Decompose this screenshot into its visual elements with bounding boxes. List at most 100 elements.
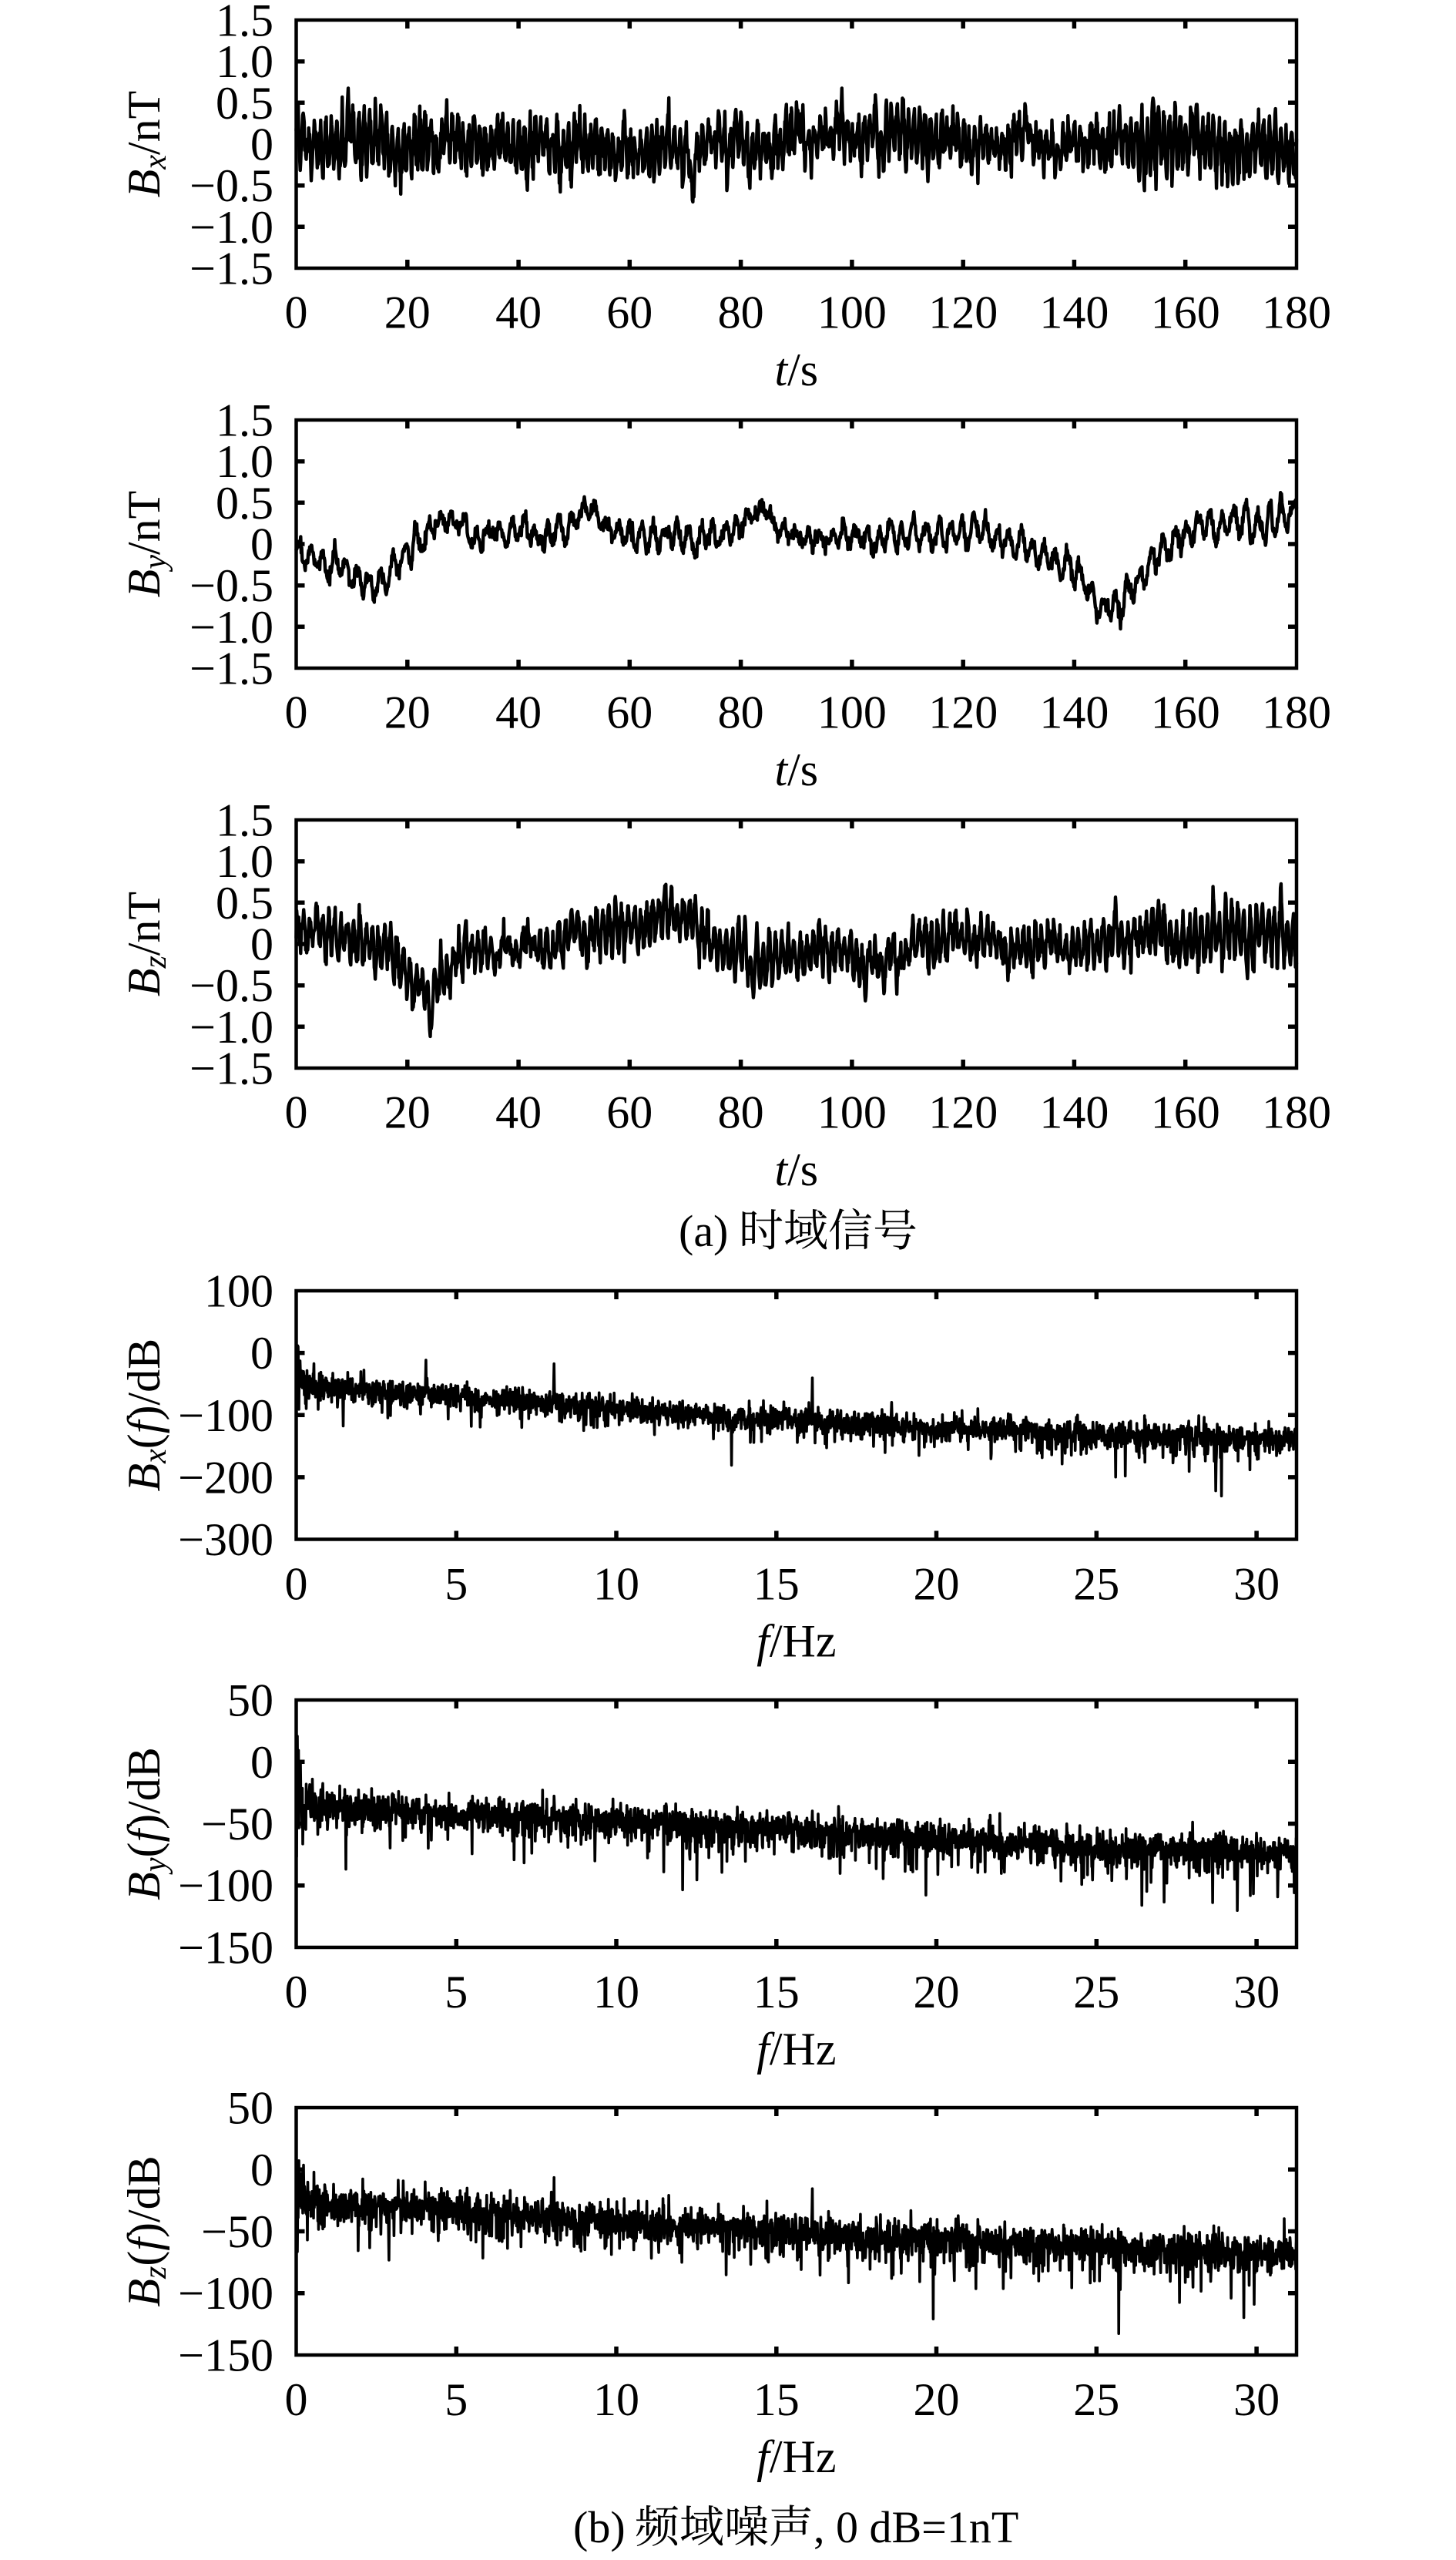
svg-text:−300: −300 xyxy=(178,1514,273,1565)
svg-text:80: 80 xyxy=(718,287,764,338)
svg-text:Bx/nT: Bx/nT xyxy=(119,91,173,198)
svg-text:−50: −50 xyxy=(201,2206,273,2257)
svg-text:10: 10 xyxy=(593,1967,639,2017)
svg-text:Bx(f)/dB: Bx(f)/dB xyxy=(119,1339,173,1492)
svg-text:0: 0 xyxy=(285,687,308,738)
svg-text:0: 0 xyxy=(250,119,273,170)
svg-text:−0.5: −0.5 xyxy=(190,560,273,611)
svg-text:Bz(f)/dB: Bz(f)/dB xyxy=(119,2155,173,2306)
svg-text:25: 25 xyxy=(1073,1559,1119,1610)
svg-text:−200: −200 xyxy=(178,1452,273,1503)
svg-text:f/Hz: f/Hz xyxy=(757,2431,836,2482)
svg-text:180: 180 xyxy=(1262,287,1331,338)
svg-text:t/s: t/s xyxy=(774,344,818,395)
svg-text:By(f)/dB: By(f)/dB xyxy=(119,1747,173,1900)
svg-text:0: 0 xyxy=(250,1737,273,1788)
svg-text:0: 0 xyxy=(250,2145,273,2195)
svg-text:180: 180 xyxy=(1262,687,1331,738)
svg-text:100: 100 xyxy=(204,1266,273,1317)
svg-text:80: 80 xyxy=(718,1087,764,1138)
svg-text:0: 0 xyxy=(250,1328,273,1379)
svg-text:120: 120 xyxy=(928,287,998,338)
svg-text:0: 0 xyxy=(285,1967,308,2017)
svg-text:100: 100 xyxy=(817,1087,887,1138)
svg-text:20: 20 xyxy=(914,1967,960,2017)
svg-text:(b): (b) xyxy=(573,2502,626,2552)
svg-text:(a): (a) xyxy=(679,1206,728,1256)
svg-text:80: 80 xyxy=(718,687,764,738)
svg-text:60: 60 xyxy=(606,287,653,338)
svg-text:40: 40 xyxy=(495,1087,542,1138)
svg-text:5: 5 xyxy=(445,1559,468,1610)
svg-text:By/nT: By/nT xyxy=(119,491,173,598)
svg-text:160: 160 xyxy=(1151,287,1220,338)
svg-text:, 0 dB=1nT: , 0 dB=1nT xyxy=(814,2502,1018,2552)
svg-text:t/s: t/s xyxy=(774,1144,818,1195)
svg-text:−0.5: −0.5 xyxy=(190,160,273,211)
svg-text:−150: −150 xyxy=(178,1923,273,1974)
svg-text:−50: −50 xyxy=(201,1799,273,1849)
svg-text:5: 5 xyxy=(445,2374,468,2425)
svg-text:60: 60 xyxy=(606,687,653,738)
svg-text:−100: −100 xyxy=(178,1390,273,1441)
svg-text:15: 15 xyxy=(753,1559,800,1610)
svg-text:0.5: 0.5 xyxy=(216,78,273,129)
svg-text:30: 30 xyxy=(1233,2374,1280,2425)
svg-text:0: 0 xyxy=(285,1087,308,1138)
svg-text:30: 30 xyxy=(1233,1967,1280,2017)
svg-text:−1.0: −1.0 xyxy=(190,602,273,653)
svg-text:0: 0 xyxy=(285,2374,308,2425)
svg-text:50: 50 xyxy=(227,2083,273,2134)
svg-text:−1.0: −1.0 xyxy=(190,1002,273,1053)
svg-text:−1.0: −1.0 xyxy=(190,202,273,253)
svg-text:0: 0 xyxy=(285,1559,308,1610)
svg-text:−0.5: −0.5 xyxy=(190,960,273,1011)
svg-text:180: 180 xyxy=(1262,1087,1331,1138)
svg-text:−1.5: −1.5 xyxy=(190,643,273,694)
svg-text:1.5: 1.5 xyxy=(216,795,273,846)
svg-text:5: 5 xyxy=(445,1967,468,2017)
svg-text:10: 10 xyxy=(593,2374,639,2425)
svg-text:1.5: 1.5 xyxy=(216,395,273,446)
svg-text:160: 160 xyxy=(1151,1087,1220,1138)
svg-text:−150: −150 xyxy=(178,2330,273,2381)
svg-text:160: 160 xyxy=(1151,687,1220,738)
svg-text:120: 120 xyxy=(928,1087,998,1138)
svg-text:−100: −100 xyxy=(178,2268,273,2319)
svg-text:1.5: 1.5 xyxy=(216,0,273,46)
svg-text:0.5: 0.5 xyxy=(216,478,273,529)
svg-text:−100: −100 xyxy=(178,1860,273,1911)
svg-text:10: 10 xyxy=(593,1559,639,1610)
svg-text:15: 15 xyxy=(753,2374,800,2425)
svg-text:20: 20 xyxy=(384,687,431,738)
svg-text:20: 20 xyxy=(384,1087,431,1138)
svg-text:140: 140 xyxy=(1039,1087,1109,1138)
svg-text:25: 25 xyxy=(1073,2374,1119,2425)
svg-text:50: 50 xyxy=(227,1675,273,1726)
svg-text:1.0: 1.0 xyxy=(216,836,273,887)
svg-text:Bz/nT: Bz/nT xyxy=(119,892,173,996)
svg-text:30: 30 xyxy=(1233,1559,1280,1610)
svg-text:140: 140 xyxy=(1039,287,1109,338)
svg-text:−1.5: −1.5 xyxy=(190,1043,273,1094)
svg-text:40: 40 xyxy=(495,687,542,738)
svg-text:20: 20 xyxy=(384,287,431,338)
svg-text:0: 0 xyxy=(285,287,308,338)
svg-text:100: 100 xyxy=(817,287,887,338)
svg-text:25: 25 xyxy=(1073,1967,1119,2017)
svg-text:1.0: 1.0 xyxy=(216,36,273,87)
svg-text:0.5: 0.5 xyxy=(216,878,273,929)
svg-text:140: 140 xyxy=(1039,687,1109,738)
svg-text:15: 15 xyxy=(753,1967,800,2017)
svg-text:0: 0 xyxy=(250,519,273,570)
svg-text:1.0: 1.0 xyxy=(216,436,273,487)
svg-text:0: 0 xyxy=(250,919,273,970)
svg-text:60: 60 xyxy=(606,1087,653,1138)
svg-text:20: 20 xyxy=(914,2374,960,2425)
svg-text:20: 20 xyxy=(914,1559,960,1610)
svg-text:120: 120 xyxy=(928,687,998,738)
svg-text:f/Hz: f/Hz xyxy=(757,1616,836,1667)
svg-text:100: 100 xyxy=(817,687,887,738)
svg-text:f/Hz: f/Hz xyxy=(757,2024,836,2075)
svg-text:−1.5: −1.5 xyxy=(190,244,273,294)
